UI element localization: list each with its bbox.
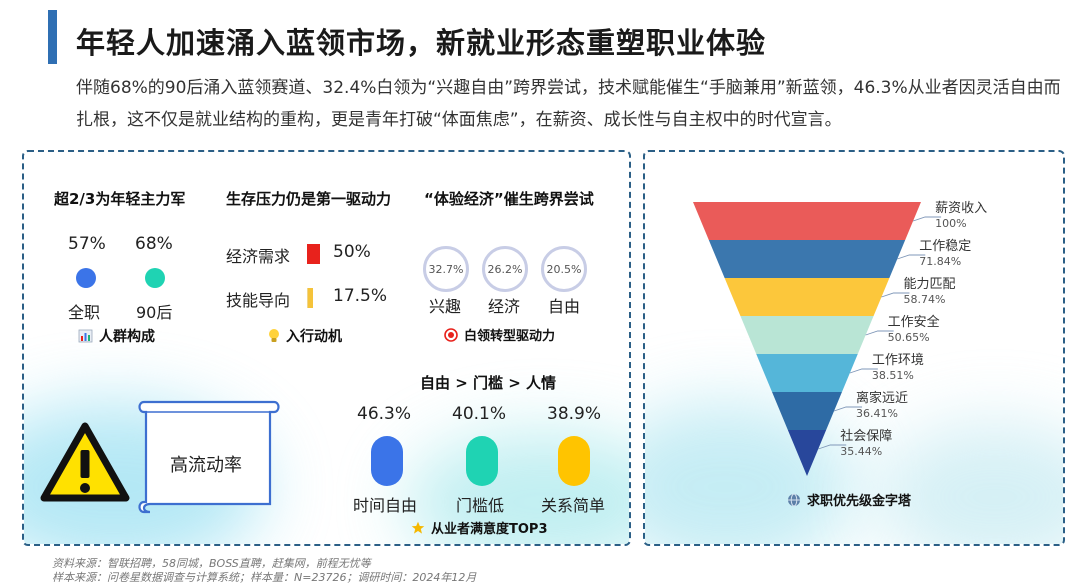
funnel-value: 50.65% [887, 331, 930, 344]
satisfaction-relation-pill [558, 436, 590, 486]
funnel-label: 离家远近 36.41% [856, 391, 908, 421]
title-accent-bar [48, 10, 57, 64]
funnel-label: 薪资收入 100% [935, 201, 987, 231]
page-title: 年轻人加速涌入蓝领市场，新就业形态重塑职业体验 [76, 26, 767, 60]
satisfaction-footer-label: 从业者满意度TOP3 [431, 522, 548, 537]
funnel-footer: 求职优先级金字塔 [787, 490, 911, 509]
star-icon [411, 521, 425, 534]
satisfaction-threshold-pill [466, 436, 498, 486]
crossover-heading: “体验经济”催生跨界尝试 [424, 190, 594, 208]
left-panel: 超2/3为年轻主力军 57% 68% 全职 90后 人群构成 生存压力仍是第一驱… [22, 150, 631, 546]
funnel-category: 薪资收入 [935, 201, 988, 216]
funnel-leader-line [865, 330, 894, 336]
crossover-interest-ring: 32.7% [423, 246, 469, 292]
funnel-leader-line [912, 216, 942, 222]
funnel-value: 38.51% [871, 369, 914, 382]
crossover-freedom-ring: 20.5% [541, 246, 587, 292]
funnel-category: 离家远近 [856, 391, 909, 406]
motive-footer-label: 入行动机 [286, 329, 342, 345]
crossover-economy-label: 经济 [488, 297, 521, 316]
funnel-leader-line [897, 254, 926, 260]
crossover-footer: 白领转型驱动力 [444, 325, 555, 344]
page-subtitle: 伴随68%的90后涌入蓝领赛道、32.4%白领为“兴趣自由”跨界尝试，技术赋能催… [76, 78, 1061, 130]
satisfaction-threshold-label: 门槛低 [456, 496, 505, 515]
crowd-footer: 人群构成 [78, 326, 155, 346]
crowd-footer-label: 人群构成 [99, 329, 155, 345]
crowd-90s-label: 90后 [136, 303, 173, 322]
crowd-heading: 超2/3为年轻主力军 [54, 190, 186, 208]
motive-economic-marker [307, 244, 320, 264]
satisfaction-time-pill [371, 436, 403, 486]
source-line: 资料来源：智联招聘，58同城，BOSS直聘，赶集网，前程无忧等 [52, 557, 371, 570]
crowd-90s-value: 68% [135, 234, 173, 254]
funnel-band [708, 240, 906, 278]
crowd-90s-dot [145, 268, 165, 288]
funnel-band [756, 354, 858, 392]
target-icon [444, 327, 458, 342]
scroll-banner [138, 400, 280, 514]
funnel-band [724, 278, 890, 316]
funnel-value: 36.41% [856, 407, 898, 420]
funnel-leader-line [849, 368, 878, 374]
lightbulb-icon [269, 329, 279, 342]
satisfaction-heading: 自由 > 门槛 > 人情 [420, 374, 557, 392]
satisfaction-footer: 从业者满意度TOP3 [411, 518, 548, 537]
crossover-freedom-label: 自由 [548, 297, 581, 316]
funnel-category: 工作安全 [887, 315, 940, 330]
warning-icon [40, 422, 130, 502]
funnel-category: 能力匹配 [903, 277, 956, 292]
funnel-label: 工作稳定 71.84% [919, 239, 971, 269]
funnel-value: 71.84% [919, 255, 962, 268]
funnel-band [693, 202, 921, 240]
funnel-band [772, 392, 842, 430]
crossover-footer-label: 白领转型驱动力 [464, 329, 556, 344]
turnover-label: 高流动率 [170, 455, 242, 476]
funnel-category: 工作稳定 [919, 239, 972, 254]
funnel-leader-line [881, 292, 910, 298]
crossover-interest-label: 兴趣 [429, 297, 462, 316]
satisfaction-threshold-value: 40.1% [452, 404, 507, 424]
crowd-fulltime-dot [76, 268, 96, 288]
funnel-footer-label: 求职优先级金字塔 [807, 494, 912, 509]
motive-footer: 入行动机 [268, 326, 342, 346]
motive-skill-value: 17.5% [333, 286, 388, 306]
funnel-value: 100% [935, 217, 967, 230]
globe-icon [788, 493, 800, 506]
satisfaction-relation-value: 38.9% [547, 404, 602, 424]
funnel-band [740, 316, 874, 354]
funnel-label: 社会保障 35.44% [840, 429, 892, 459]
funnel-category: 工作环境 [871, 353, 924, 368]
funnel-leader-line [818, 444, 847, 450]
funnel-label: 工作环境 38.51% [872, 353, 924, 383]
funnel-value: 58.74% [903, 293, 946, 306]
right-panel: 求职优先级金字塔 薪资收入 100% 工作稳定 71.84% 能力匹配 58.74% 工作安… [643, 150, 1065, 546]
crowd-fulltime-value: 57% [68, 234, 106, 254]
funnel-band [787, 430, 827, 476]
funnel-label: 能力匹配 58.74% [903, 277, 955, 307]
priority-funnel-chart [693, 202, 942, 476]
funnel-label: 工作安全 50.65% [888, 315, 940, 345]
motive-skill-marker [307, 288, 313, 308]
crossover-economy-ring: 26.2% [482, 246, 528, 292]
motive-skill-label: 技能导向 [226, 291, 291, 310]
funnel-leader-line [833, 406, 863, 412]
motive-economic-value: 50% [333, 242, 371, 262]
funnel-category: 社会保障 [840, 429, 893, 444]
crowd-fulltime-label: 全职 [68, 303, 101, 322]
satisfaction-time-label: 时间自由 [353, 496, 418, 515]
satisfaction-time-value: 46.3% [357, 404, 412, 424]
bar-chart-icon [78, 329, 93, 343]
motive-economic-label: 经济需求 [226, 247, 291, 266]
motive-heading: 生存压力仍是第一驱动力 [226, 190, 392, 208]
funnel-value: 35.44% [840, 445, 883, 458]
satisfaction-relation-label: 关系简单 [541, 496, 606, 515]
sample-line: 样本来源：问卷星数据调查与计算系统；样本量：N=23726；调研时间：2024年… [52, 571, 477, 584]
